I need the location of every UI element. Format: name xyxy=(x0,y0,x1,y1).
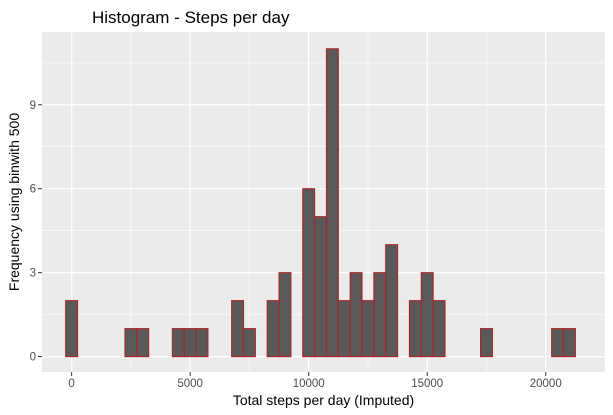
histogram-bar xyxy=(479,328,493,358)
histogram-bar xyxy=(562,328,576,358)
histogram-bar xyxy=(278,272,292,358)
histogram-bar xyxy=(325,48,339,358)
histogram-bar xyxy=(408,300,422,358)
histogram-bar xyxy=(231,300,245,358)
histogram-bar xyxy=(349,272,363,358)
x-tick-label: 0 xyxy=(68,378,74,390)
y-tick-label: 6 xyxy=(30,184,36,196)
histogram-bar xyxy=(136,328,150,358)
histogram-bar xyxy=(65,300,79,358)
histogram-bar xyxy=(124,328,138,358)
y-axis-ticks: 0 3 6 9 xyxy=(30,100,42,364)
histogram-bar xyxy=(551,328,565,358)
x-axis-ticks: 0 5000 10000 15000 20000 xyxy=(68,372,562,390)
histogram-bar xyxy=(302,188,316,358)
histogram-bar xyxy=(361,300,375,358)
histogram-bar xyxy=(314,216,328,358)
histogram-bar xyxy=(373,272,387,358)
histogram-bar xyxy=(183,328,197,358)
histogram-bar xyxy=(195,328,209,358)
histogram-bar xyxy=(242,328,256,358)
y-tick-label: 9 xyxy=(30,100,36,112)
histogram-bar xyxy=(337,300,351,358)
bars xyxy=(65,48,576,358)
histogram-bar xyxy=(385,244,399,358)
x-axis-title: Total steps per day (Imputed) xyxy=(233,392,414,408)
histogram-bar xyxy=(420,272,434,358)
histogram-bar xyxy=(266,300,280,358)
y-tick-label: 0 xyxy=(30,352,36,364)
x-tick-label: 10000 xyxy=(293,378,325,390)
x-tick-label: 15000 xyxy=(411,378,443,390)
x-tick-label: 20000 xyxy=(530,378,562,390)
x-tick-label: 5000 xyxy=(177,378,203,390)
histogram-bar xyxy=(171,328,185,358)
histogram-bar xyxy=(432,300,446,358)
chart-title: Histogram - Steps per day xyxy=(92,8,290,27)
y-tick-label: 3 xyxy=(30,268,36,280)
y-axis-title: Frequency using binwith 500 xyxy=(6,113,22,291)
